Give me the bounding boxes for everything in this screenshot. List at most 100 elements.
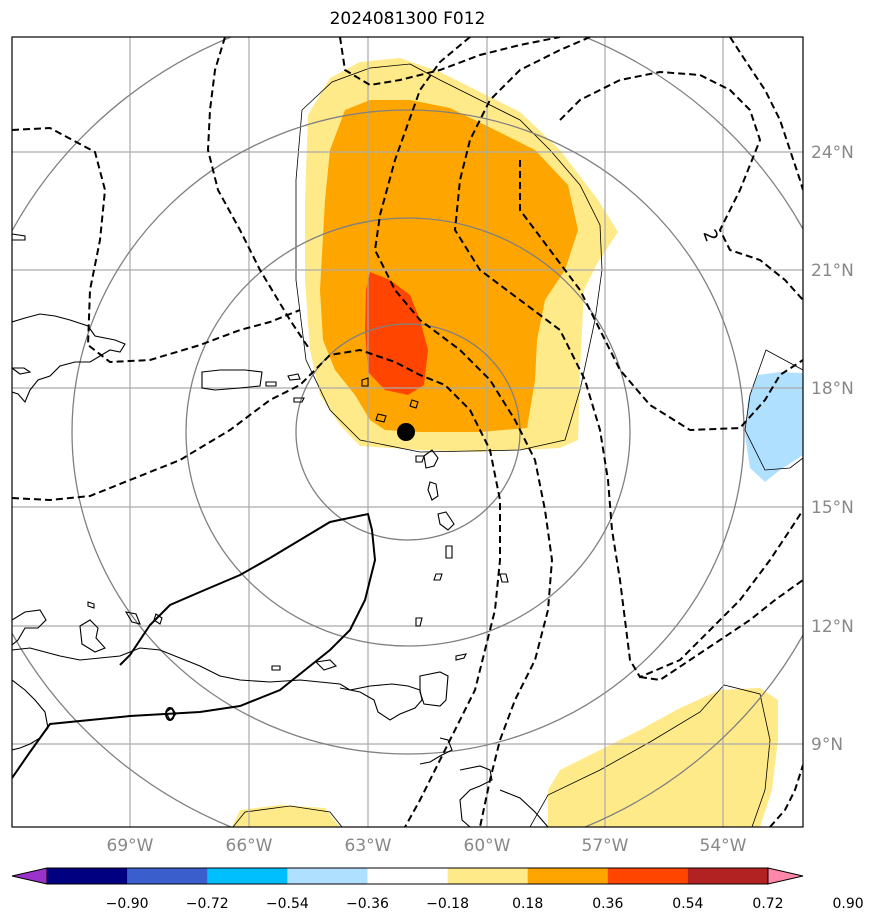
contour-label: 2	[698, 227, 722, 245]
latitude-labels: 24°N 21°N 18°N 15°N 12°N 9°N	[811, 143, 854, 755]
dashed-contour-1	[12, 37, 561, 364]
coast-guadeloupe	[423, 449, 439, 469]
coast-small-island-5	[361, 377, 369, 387]
coast-small-island-3	[12, 367, 32, 375]
lon-label-69: 69°W	[107, 836, 154, 856]
coast-tobago	[455, 653, 467, 661]
thin-contours	[232, 63, 803, 827]
colorbar-labels: −0.90 −0.72 −0.54 −0.36 −0.18 0.18 0.36 …	[106, 896, 864, 912]
solid-contour	[12, 512, 377, 779]
light-yellow-region-south	[232, 805, 340, 827]
dashed-contour-6	[559, 70, 803, 301]
colorbar-label-8: 0.54	[672, 896, 703, 912]
lat-label-12: 12°N	[811, 617, 854, 637]
coast-puerto-rico	[201, 369, 263, 391]
dashed-contour-2	[206, 37, 311, 351]
light-yellow-region-southeast	[548, 688, 778, 827]
map-title: 2024081300 F012	[329, 9, 486, 29]
coastlines	[12, 233, 549, 827]
thin-contour-southeast	[529, 684, 771, 827]
map-frame	[11, 36, 804, 828]
coast-grenada	[415, 617, 423, 627]
dashed-contour-4	[373, 37, 554, 827]
colorbar-label-5: −0.18	[426, 896, 469, 912]
lon-label-57: 57°W	[582, 836, 629, 856]
colorbar-label-1: −0.90	[106, 896, 149, 912]
colorbar-segment-6	[447, 868, 529, 884]
coast-small-island-6	[12, 233, 26, 241]
colorbar-label-7: 0.36	[592, 896, 623, 912]
colorbar-segment-4	[287, 868, 368, 884]
thin-contour-south	[232, 805, 343, 827]
dashed-contour-7	[519, 160, 803, 432]
lat-lon-grid	[12, 37, 803, 827]
lon-label-60: 60°W	[464, 836, 511, 856]
range-ring-2	[185, 217, 631, 647]
thin-contour-east	[744, 349, 803, 471]
coast-guajira	[12, 609, 47, 646]
coast-martinique	[437, 511, 455, 531]
lat-label-15: 15°N	[811, 498, 854, 518]
coast-st-vincent	[433, 573, 443, 581]
colorbar-low-extension	[11, 867, 48, 885]
colorbar-segment-1	[47, 868, 128, 884]
coast-dominica	[427, 481, 439, 501]
coast-small-island-1	[265, 381, 277, 387]
dashed-contour-9	[639, 579, 803, 682]
coast-small-island-4	[293, 397, 305, 403]
coast-island-18	[314, 659, 338, 671]
coast-island-8	[409, 399, 419, 409]
colorbar-segment-8	[607, 868, 689, 884]
thin-contour-north	[295, 63, 603, 453]
coast-island-19	[271, 665, 281, 671]
colorbar-label-6: 0.18	[512, 896, 543, 912]
colorbar-label-2: −0.72	[186, 896, 229, 912]
dashed-contour-10	[769, 764, 803, 827]
colorbar-outline	[46, 867, 769, 885]
lat-label-24: 24°N	[811, 143, 854, 163]
shaded-field	[232, 58, 803, 827]
colorbar-high-extension	[767, 867, 804, 885]
coast-st-lucia	[445, 545, 453, 559]
lon-label-54: 54°W	[700, 836, 747, 856]
lat-label-21: 21°N	[811, 261, 854, 281]
colorbar: −0.90 −0.72 −0.54 −0.36 −0.18 0.18 0.36 …	[11, 867, 864, 912]
longitude-labels: 69°W 66°W 63°W 60°W 57°W 54°W	[107, 836, 747, 856]
coast-paraguana	[79, 619, 106, 653]
coast-guyana	[419, 737, 549, 827]
storm-center-marker	[397, 423, 415, 441]
dashed-contour-3	[12, 348, 501, 827]
colorbar-segment-9	[687, 868, 769, 884]
colorbar-label-9: 0.72	[752, 896, 783, 912]
lat-label-18: 18°N	[811, 379, 854, 399]
colorbar-label-4: −0.36	[346, 896, 389, 912]
lon-label-63: 63°W	[345, 836, 392, 856]
coast-hispaniola	[12, 313, 126, 404]
map-area: 2	[12, 37, 803, 827]
colorbar-segment-5	[367, 868, 449, 884]
dashed-contour-8	[729, 37, 803, 191]
coast-south-america	[12, 647, 423, 751]
coast-antigua	[375, 413, 387, 423]
colorbar-segment-7	[527, 868, 609, 884]
lon-label-66: 66°W	[226, 836, 273, 856]
red-region	[365, 272, 428, 395]
dashed-contours	[12, 37, 803, 827]
colorbar-segment-2	[127, 868, 208, 884]
coast-curacao	[153, 613, 163, 625]
small-solid-contour	[165, 707, 175, 721]
colorbar-label-3: −0.54	[266, 896, 309, 912]
coast-island-10	[415, 455, 425, 463]
coast-small-island-2	[287, 373, 301, 381]
dashed-contour-5	[453, 37, 803, 679]
range-ring-3	[71, 109, 745, 755]
coast-aruba	[124, 611, 141, 625]
coast-island-23	[87, 601, 95, 609]
coast-trinidad	[419, 671, 449, 707]
colorbar-segment-3	[207, 868, 288, 884]
lat-label-9: 9°N	[811, 735, 843, 755]
colorbar-label-10: 0.90	[833, 896, 864, 912]
light-blue-region	[745, 372, 803, 482]
coast-barbados	[499, 573, 509, 583]
